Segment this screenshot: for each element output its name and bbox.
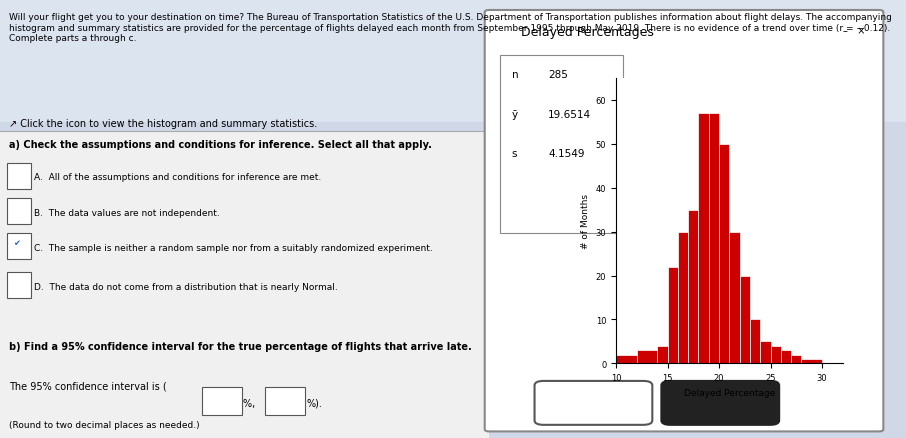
Text: ✔: ✔ (13, 239, 20, 248)
Text: C.  The sample is neither a random sample nor from a suitably randomized experim: C. The sample is neither a random sample… (34, 243, 433, 252)
Text: (Round to two decimal places as needed.): (Round to two decimal places as needed.) (9, 420, 199, 430)
Bar (760, 342, 770, 364)
Text: a) Check the assumptions and conditions for inference. Select all that apply.: a) Check the assumptions and conditions … (9, 140, 432, 150)
FancyBboxPatch shape (485, 11, 883, 431)
Bar (678, 232, 689, 364)
Text: ȳ: ȳ (512, 110, 518, 120)
Text: A.  All of the assumptions and conditions for inference are met.: A. All of the assumptions and conditions… (34, 173, 322, 182)
Text: ↗ Click the icon to view the histogram and summary statistics.: ↗ Click the icon to view the histogram a… (9, 118, 317, 128)
Text: 19.6514: 19.6514 (548, 110, 592, 120)
Bar (699, 114, 708, 364)
Bar (791, 355, 802, 364)
Text: Delayed Percentages: Delayed Percentages (521, 26, 654, 39)
Bar (657, 346, 668, 364)
Text: 285: 285 (548, 70, 568, 80)
Text: D.  The data do not come from a distribution that is nearly Normal.: D. The data do not come from a distribut… (34, 283, 338, 292)
FancyBboxPatch shape (7, 233, 31, 259)
Text: Print: Print (582, 398, 605, 408)
Text: The 95% confidence interval is (: The 95% confidence interval is ( (9, 381, 167, 391)
Text: Will your flight get you to your destination on time? The Bureau of Transportati: Will your flight get you to your destina… (9, 13, 892, 43)
Text: %).: %). (306, 398, 323, 408)
FancyBboxPatch shape (7, 163, 31, 189)
FancyBboxPatch shape (0, 0, 906, 123)
Y-axis label: # of Months: # of Months (581, 194, 590, 249)
Text: Done: Done (707, 398, 734, 408)
Text: n: n (512, 70, 518, 80)
Text: –   ×: – × (843, 26, 865, 36)
Bar (689, 210, 699, 364)
Bar (616, 355, 637, 364)
FancyBboxPatch shape (535, 381, 652, 425)
Bar (770, 346, 781, 364)
FancyBboxPatch shape (500, 56, 623, 233)
FancyBboxPatch shape (265, 387, 305, 415)
Bar (637, 350, 657, 364)
Bar (668, 267, 678, 364)
X-axis label: Delayed Percentage: Delayed Percentage (684, 388, 775, 397)
Text: s: s (512, 149, 517, 159)
Bar (739, 276, 750, 364)
Bar (708, 114, 719, 364)
Bar (750, 320, 760, 364)
FancyBboxPatch shape (661, 381, 779, 425)
Text: %,: %, (243, 398, 258, 408)
FancyBboxPatch shape (202, 387, 242, 415)
Bar (729, 232, 739, 364)
FancyBboxPatch shape (7, 273, 31, 299)
FancyBboxPatch shape (0, 131, 489, 438)
Text: b) Find a 95% confidence interval for the true percentage of flights that arrive: b) Find a 95% confidence interval for th… (9, 342, 472, 352)
Text: 4.1549: 4.1549 (548, 149, 584, 159)
Text: B.  The data values are not independent.: B. The data values are not independent. (34, 208, 220, 217)
Bar (781, 350, 791, 364)
FancyBboxPatch shape (7, 198, 31, 224)
Bar (802, 359, 822, 364)
Bar (719, 145, 729, 364)
